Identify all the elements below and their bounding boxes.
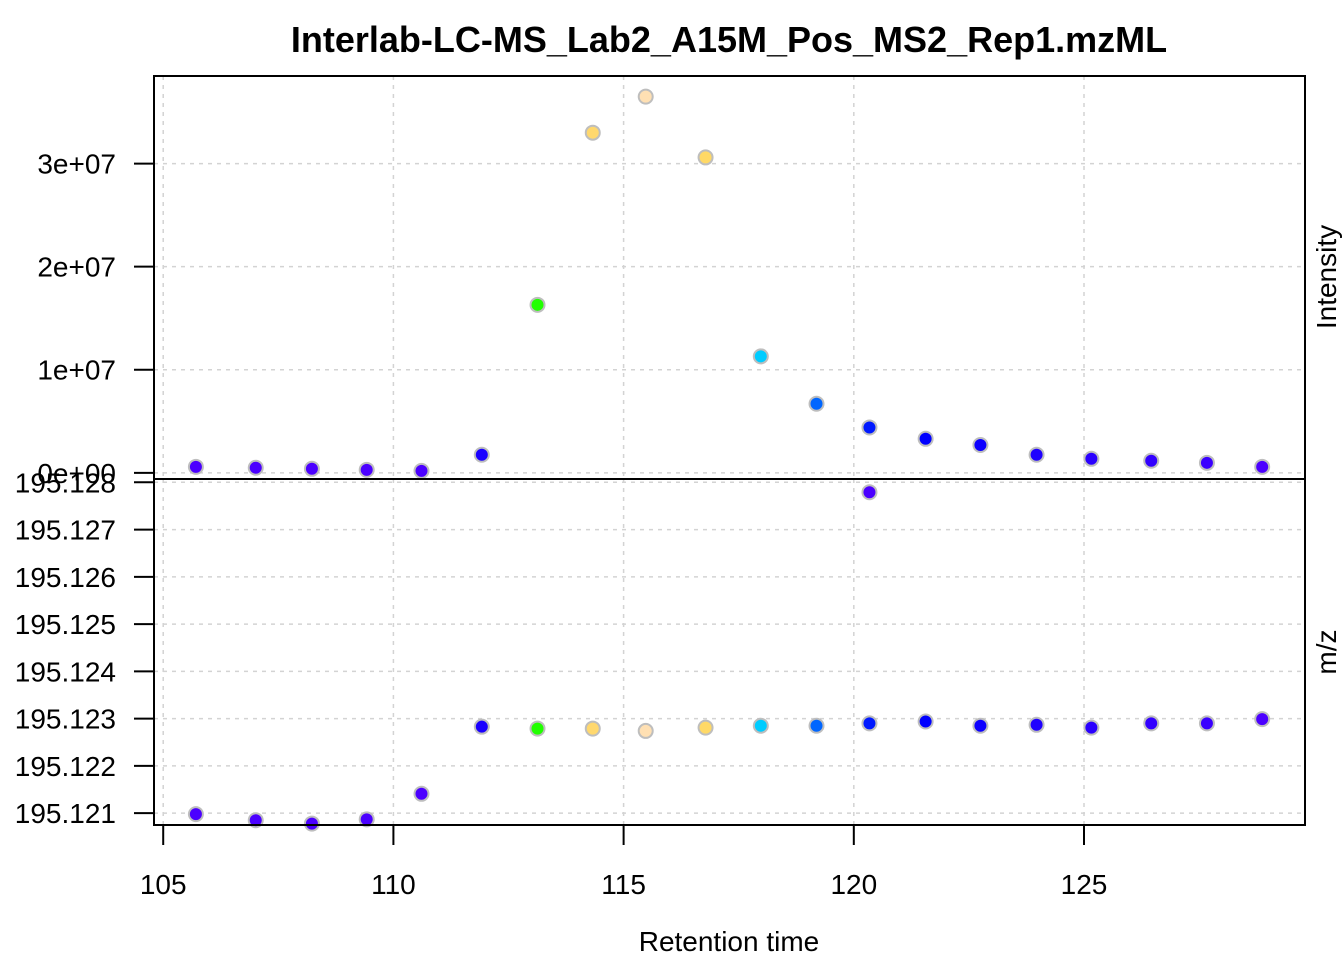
mz-data-point bbox=[247, 812, 264, 829]
mz-data-point bbox=[1198, 715, 1215, 732]
mz-data-point bbox=[187, 806, 204, 823]
mz-data-point bbox=[917, 713, 934, 730]
mz-y-tick-label: 195.123 bbox=[15, 704, 116, 735]
intensity-panel: 0e+00 1e+07 2e+07 3e+07 Intensity bbox=[37, 75, 1342, 489]
mz-y-tick-label: 195.124 bbox=[15, 656, 116, 687]
mz-y-tick-label: 195.128 bbox=[15, 467, 116, 498]
x-tick-label: 110 bbox=[371, 869, 416, 900]
mz-data-point bbox=[303, 815, 320, 832]
intensity-data-point bbox=[972, 436, 989, 453]
mz-data-point bbox=[861, 484, 878, 501]
x-tick-label: 105 bbox=[140, 869, 187, 900]
mz-data-point bbox=[529, 720, 546, 737]
intensity-data-point bbox=[303, 460, 320, 477]
intensity-y-axis-label: Intensity bbox=[1311, 225, 1342, 329]
mz-data-point bbox=[473, 718, 490, 735]
intensity-data-point bbox=[1028, 446, 1045, 463]
intensity-data-point bbox=[917, 430, 934, 447]
mz-data-point bbox=[637, 722, 654, 739]
intensity-data-point bbox=[1198, 454, 1215, 471]
intensity-data-point bbox=[697, 149, 714, 166]
x-tick-label: 120 bbox=[830, 869, 877, 900]
mz-panel: 195.121 195.122 195.123 195.124 195.125 195.1… bbox=[15, 467, 1342, 832]
intensity-data-point bbox=[358, 461, 375, 478]
intensity-data-point bbox=[584, 124, 601, 141]
mz-data-point bbox=[1254, 711, 1271, 728]
mz-y-tick-label: 195.125 bbox=[15, 609, 116, 640]
mz-data-point bbox=[1083, 719, 1100, 736]
intensity-y-tick-label: 3e+07 bbox=[37, 149, 116, 180]
x-axis: 105 110 115 120 125 bbox=[140, 824, 1108, 900]
intensity-data-point bbox=[247, 459, 264, 476]
intensity-data-point bbox=[1143, 452, 1160, 469]
intensity-data-point bbox=[1254, 458, 1271, 475]
mz-data-point bbox=[413, 785, 430, 802]
mz-y-axis-label: m/z bbox=[1311, 629, 1342, 674]
intensity-y-tick-label: 1e+07 bbox=[37, 355, 116, 386]
intensity-data-point bbox=[808, 395, 825, 412]
mz-y-tick-label: 195.122 bbox=[15, 751, 116, 782]
intensity-y-tick-label: 0e+00 bbox=[37, 458, 116, 489]
mz-y-tick-label: 195.121 bbox=[15, 798, 116, 829]
intensity-data-point bbox=[413, 462, 430, 479]
chart-title: Interlab-LC-MS_Lab2_A15M_Pos_MS2_Rep1.mz… bbox=[291, 19, 1167, 60]
intensity-data-point bbox=[1083, 450, 1100, 467]
mz-data-point bbox=[1143, 715, 1160, 732]
mz-data-point bbox=[697, 719, 714, 736]
intensity-data-point bbox=[529, 296, 546, 313]
intensity-y-tick-label: 2e+07 bbox=[37, 252, 116, 283]
mz-data-point bbox=[752, 717, 769, 734]
mz-data-point bbox=[1028, 716, 1045, 733]
intensity-data-point bbox=[861, 419, 878, 436]
mz-data-point bbox=[861, 715, 878, 732]
mz-data-point bbox=[584, 720, 601, 737]
x-tick-label: 125 bbox=[1061, 869, 1108, 900]
mz-data-point bbox=[972, 717, 989, 734]
intensity-data-point bbox=[752, 348, 769, 365]
mz-y-tick-label: 195.127 bbox=[15, 515, 116, 546]
x-axis-label: Retention time bbox=[639, 926, 820, 957]
mz-y-tick-label: 195.126 bbox=[15, 562, 116, 593]
x-tick-label: 115 bbox=[601, 869, 646, 900]
intensity-data-point bbox=[187, 458, 204, 475]
mz-data-point bbox=[358, 811, 375, 828]
intensity-panel-frame bbox=[153, 75, 1306, 480]
mz-panel-frame bbox=[153, 478, 1306, 826]
mz-data-point bbox=[808, 717, 825, 734]
intensity-data-point bbox=[473, 446, 490, 463]
intensity-data-point bbox=[637, 88, 654, 105]
